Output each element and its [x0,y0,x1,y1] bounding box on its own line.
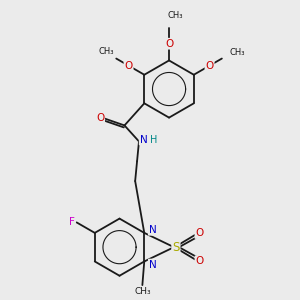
Text: O: O [165,39,173,49]
Text: N: N [149,225,157,235]
Text: CH₃: CH₃ [167,11,182,20]
Text: O: O [195,228,204,238]
Text: F: F [69,217,75,226]
Text: N: N [149,260,157,269]
Text: O: O [124,61,133,71]
Text: S: S [172,241,180,254]
Text: CH₃: CH₃ [134,287,151,296]
Text: CH₃: CH₃ [98,47,114,56]
Text: O: O [96,113,104,123]
Text: N: N [140,134,147,145]
Text: O: O [195,256,204,266]
Text: O: O [206,61,214,71]
Text: CH₃: CH₃ [230,48,245,57]
Text: H: H [150,134,157,145]
